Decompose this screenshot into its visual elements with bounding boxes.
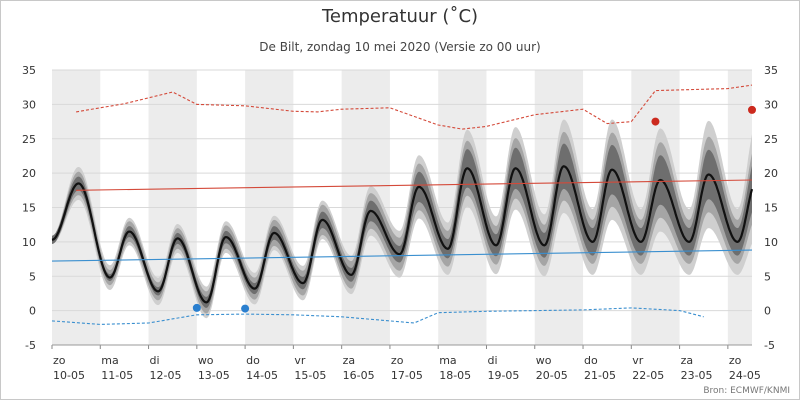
- chart-title: Temperatuur (˚C): [321, 6, 479, 27]
- x-tick-date: 11-05: [101, 369, 133, 382]
- source-label: Bron: ECMWF/KNMI: [703, 386, 790, 396]
- x-tick-day: zo: [729, 354, 742, 367]
- normaal-minimum-line: [51, 249, 753, 262]
- y-tick-label-left: 15: [22, 202, 36, 215]
- x-tick-date: 21-05: [584, 369, 616, 382]
- x-tick-date: 15-05: [294, 369, 326, 382]
- x-tick-date: 24-05: [729, 369, 761, 382]
- x-tick-day: wo: [198, 354, 214, 367]
- x-tick-date: 18-05: [439, 369, 471, 382]
- x-tick-date: 16-05: [343, 369, 375, 382]
- x-tick-day: za: [681, 354, 694, 367]
- x-tick-date: 13-05: [198, 369, 230, 382]
- x-tick-day: zo: [53, 354, 66, 367]
- forecast-median-line: [51, 165, 754, 304]
- forecast-band-min-max: [52, 119, 752, 319]
- normaal-maximum-line: [76, 179, 753, 191]
- y-tick-label-left: 0: [29, 305, 36, 318]
- x-tick-day: ma: [439, 354, 456, 367]
- forecast-band-25-75-: [52, 143, 752, 308]
- x-tick-day: wo: [536, 354, 552, 367]
- y-tick-label-right: 15: [764, 202, 778, 215]
- x-tick-day: ma: [101, 354, 118, 367]
- y-tick-label-left: 20: [22, 167, 36, 180]
- y-tick-label-right: 10: [764, 236, 778, 249]
- y-tick-label-left: 10: [22, 236, 36, 249]
- y-tick-label-left: 5: [29, 270, 36, 283]
- record-minimum-line: [51, 307, 704, 325]
- x-tick-date: 12-05: [150, 369, 182, 382]
- x-tick-date: 23-05: [681, 369, 713, 382]
- y-tick-label-right: 35: [764, 64, 778, 77]
- y-tick-label-left: 25: [22, 133, 36, 146]
- x-tick-date: 10-05: [53, 369, 85, 382]
- record-maximum-line: [76, 84, 753, 130]
- y-tick-label-right: 20: [764, 167, 778, 180]
- x-tick-date: 19-05: [487, 369, 519, 382]
- x-tick-day: vr: [294, 354, 306, 367]
- x-tick-date: 20-05: [536, 369, 568, 382]
- forecast-band-10-90-: [52, 131, 752, 314]
- record-laag-marker: [241, 304, 250, 313]
- x-tick-day: do: [584, 354, 598, 367]
- x-tick-date: 22-05: [632, 369, 664, 382]
- record-laag-marker: [192, 303, 201, 312]
- y-tick-label-right: 25: [764, 133, 778, 146]
- x-tick-day: di: [487, 354, 497, 367]
- y-tick-label-right: 30: [764, 98, 778, 111]
- chart-subtitle: De Bilt, zondag 10 mei 2020 (Versie zo 0…: [259, 40, 541, 54]
- y-tick-label-left: -5: [25, 339, 36, 352]
- y-tick-label-right: -5: [764, 339, 775, 352]
- record-hoog-marker: [748, 105, 756, 114]
- y-tick-label-left: 35: [22, 64, 36, 77]
- x-tick-day: do: [246, 354, 260, 367]
- x-tick-date: 17-05: [391, 369, 423, 382]
- x-tick-date: 14-05: [246, 369, 278, 382]
- y-tick-label-right: 0: [764, 305, 771, 318]
- y-tick-label-left: 30: [22, 98, 36, 111]
- x-tick-day: za: [343, 354, 356, 367]
- x-tick-day: vr: [632, 354, 644, 367]
- x-tick-day: zo: [391, 354, 404, 367]
- x-tick-day: di: [150, 354, 160, 367]
- record-hoog-marker: [651, 117, 660, 126]
- y-tick-label-right: 5: [764, 270, 771, 283]
